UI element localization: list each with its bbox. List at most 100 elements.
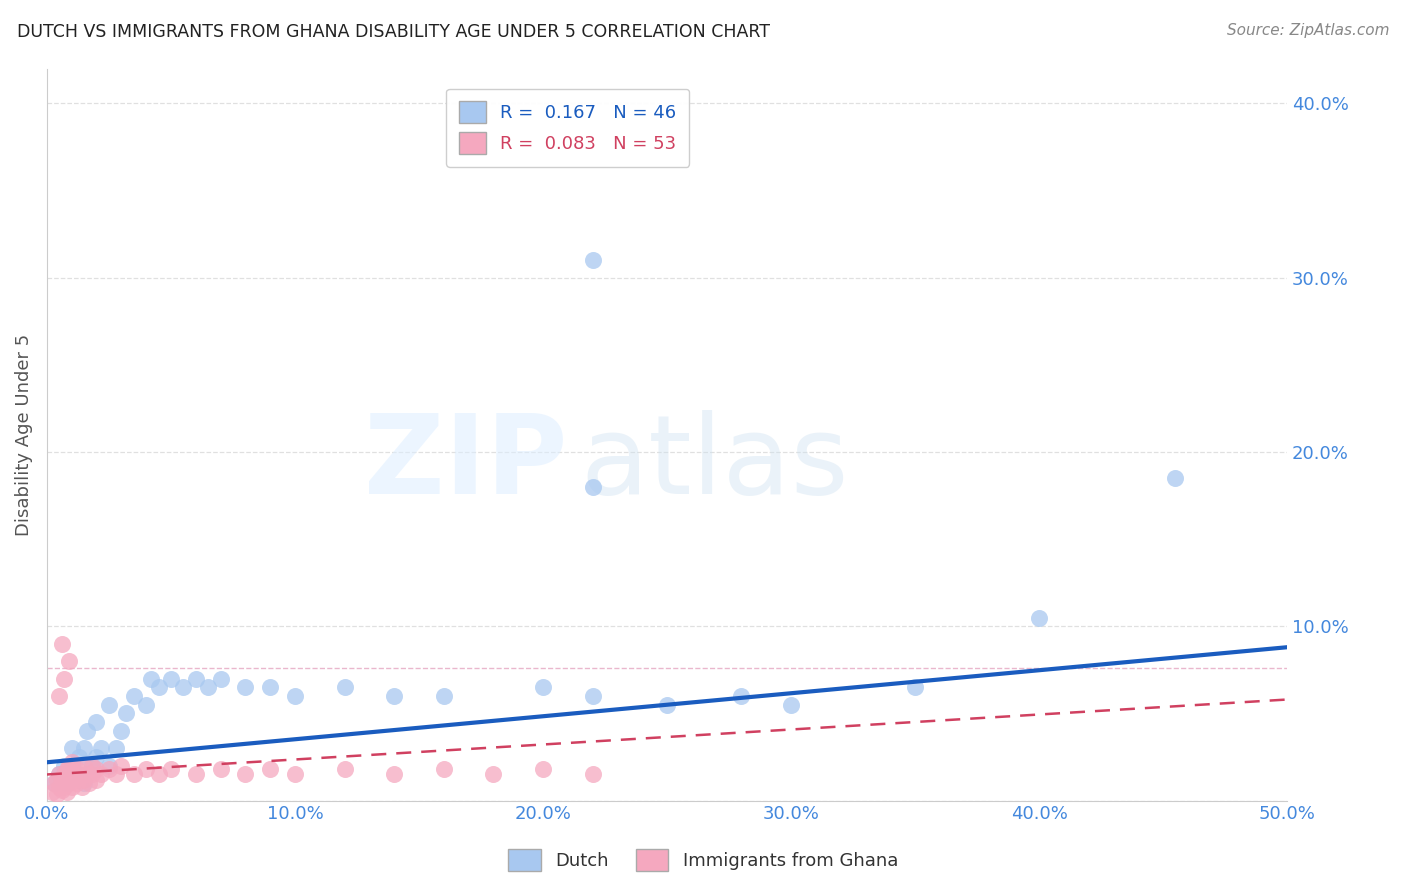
Point — [90, 741, 112, 756]
Y-axis label: Disability Age Under 5: Disability Age Under 5 — [15, 334, 32, 536]
Point — [73, 772, 96, 787]
Point — [53, 780, 76, 794]
Point — [1028, 610, 1050, 624]
Point — [80, 758, 103, 772]
Point — [97, 762, 120, 776]
Point — [63, 772, 86, 787]
Point — [655, 698, 678, 712]
Point — [66, 767, 89, 781]
Point — [139, 672, 162, 686]
Point — [209, 672, 232, 686]
Point — [41, 785, 63, 799]
Point — [110, 723, 132, 738]
Point — [76, 767, 98, 781]
Point — [259, 762, 281, 776]
Point — [45, 787, 67, 801]
Point — [48, 767, 70, 781]
Point — [55, 762, 77, 776]
Point — [45, 772, 67, 787]
Point — [780, 698, 803, 712]
Text: ZIP: ZIP — [364, 410, 568, 517]
Point — [581, 767, 603, 781]
Point — [76, 723, 98, 738]
Point — [60, 756, 83, 770]
Legend: R =  0.167   N = 46, R =  0.083   N = 53: R = 0.167 N = 46, R = 0.083 N = 53 — [446, 88, 689, 167]
Point — [148, 767, 170, 781]
Point — [135, 698, 157, 712]
Point — [44, 776, 66, 790]
Point — [482, 767, 505, 781]
Point — [80, 758, 103, 772]
Point — [581, 689, 603, 703]
Point — [105, 767, 128, 781]
Legend: Dutch, Immigrants from Ghana: Dutch, Immigrants from Ghana — [501, 842, 905, 879]
Point — [209, 762, 232, 776]
Point — [53, 758, 76, 772]
Point — [80, 767, 103, 781]
Point — [105, 741, 128, 756]
Point — [67, 767, 90, 781]
Point — [44, 776, 66, 790]
Point — [60, 758, 83, 772]
Point — [904, 681, 927, 695]
Point — [58, 776, 80, 790]
Point — [53, 672, 76, 686]
Point — [382, 689, 405, 703]
Point — [122, 689, 145, 703]
Point — [48, 689, 70, 703]
Point — [115, 706, 138, 721]
Point — [73, 776, 96, 790]
Point — [53, 767, 76, 781]
Point — [48, 780, 70, 794]
Point — [581, 253, 603, 268]
Point — [110, 758, 132, 772]
Point — [60, 741, 83, 756]
Point — [86, 762, 108, 776]
Point — [51, 772, 73, 787]
Point — [284, 689, 307, 703]
Point — [160, 672, 183, 686]
Point — [70, 780, 93, 794]
Point — [581, 480, 603, 494]
Point — [77, 776, 100, 790]
Point — [73, 758, 96, 772]
Point — [730, 689, 752, 703]
Point — [233, 681, 256, 695]
Point — [67, 750, 90, 764]
Point — [86, 772, 108, 787]
Point — [184, 767, 207, 781]
Point — [259, 681, 281, 695]
Point — [48, 767, 70, 781]
Point — [531, 762, 554, 776]
Point — [66, 762, 89, 776]
Point — [135, 762, 157, 776]
Point — [382, 767, 405, 781]
Point — [184, 672, 207, 686]
Point — [333, 681, 356, 695]
Point — [58, 654, 80, 668]
Point — [55, 776, 77, 790]
Point — [531, 681, 554, 695]
Point — [86, 715, 108, 730]
Text: Source: ZipAtlas.com: Source: ZipAtlas.com — [1226, 23, 1389, 38]
Point — [433, 689, 456, 703]
Point — [73, 741, 96, 756]
Point — [51, 637, 73, 651]
Point — [60, 767, 83, 781]
Point — [333, 762, 356, 776]
Text: DUTCH VS IMMIGRANTS FROM GHANA DISABILITY AGE UNDER 5 CORRELATION CHART: DUTCH VS IMMIGRANTS FROM GHANA DISABILIT… — [17, 23, 770, 41]
Text: atlas: atlas — [581, 410, 849, 517]
Point — [197, 681, 219, 695]
Point — [51, 783, 73, 797]
Point — [160, 762, 183, 776]
Point — [148, 681, 170, 695]
Point — [58, 767, 80, 781]
Point — [433, 762, 456, 776]
Point — [60, 780, 83, 794]
Point — [58, 758, 80, 772]
Point — [97, 698, 120, 712]
Point — [55, 785, 77, 799]
Point — [233, 767, 256, 781]
Point — [90, 767, 112, 781]
Point — [66, 776, 89, 790]
